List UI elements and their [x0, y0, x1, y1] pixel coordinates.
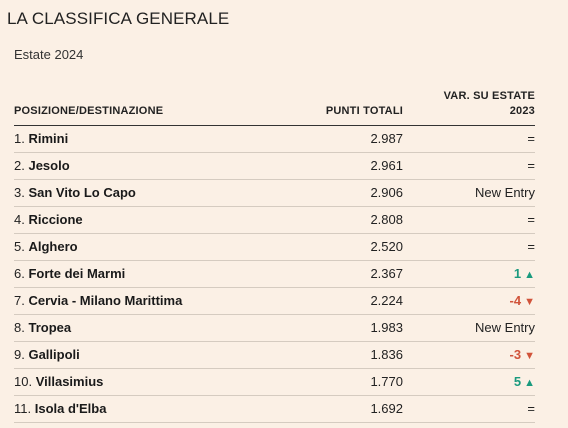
rank-number: 5.: [14, 239, 25, 254]
points-cell: 2.987: [370, 131, 403, 146]
table-row: 5. Alghero 2.520 =: [14, 234, 535, 261]
destination-name: Gallipoli: [28, 347, 80, 362]
column-header-variation-line1: VAR. SU ESTATE: [443, 90, 535, 102]
destination-name: Rimini: [28, 131, 69, 146]
triangle-up-icon: ▲: [524, 377, 535, 389]
column-header-points: PUNTI TOTALI: [325, 105, 403, 117]
destination-name: Cervia - Milano Marittima: [28, 293, 183, 308]
triangle-down-icon: ▼: [524, 350, 535, 362]
rank-number: 3.: [14, 185, 25, 200]
table-row: 7. Cervia - Milano Marittima 2.224 -4 ▼: [14, 288, 535, 315]
points-cell: 2.906: [370, 185, 403, 200]
variation-value: New Entry: [475, 320, 535, 335]
page-title: LA CLASSIFICA GENERALE: [7, 9, 230, 28]
variation-cell: 5 ▲: [514, 369, 535, 396]
table-row: 2. Jesolo 2.961 =: [14, 153, 535, 180]
variation-cell: =: [527, 126, 535, 152]
points-cell: 2.808: [370, 212, 403, 227]
points-cell: 1.692: [370, 401, 403, 416]
destination-name: San Vito Lo Capo: [28, 185, 136, 200]
variation-cell: =: [527, 234, 535, 260]
triangle-down-icon: ▼: [524, 296, 535, 308]
rank-number: 10.: [14, 374, 33, 389]
destination-name: Forte dei Marmi: [28, 266, 126, 281]
variation-cell: =: [527, 153, 535, 179]
variation-cell: =: [527, 207, 535, 233]
destination-cell: 5. Alghero: [14, 234, 78, 260]
variation-cell: -3 ▼: [510, 342, 535, 369]
variation-value: -3: [509, 347, 522, 362]
points-cell: 1.836: [370, 347, 403, 362]
destination-name: Villasimius: [35, 374, 104, 389]
table-row: 10. Villasimius 1.770 5 ▲: [14, 369, 535, 396]
variation-cell: -4 ▼: [510, 288, 535, 315]
rank-number: 4.: [14, 212, 25, 227]
destination-cell: 8. Tropea: [14, 315, 71, 341]
variation-value: =: [527, 239, 535, 254]
destination-name: Isola d'Elba: [34, 401, 107, 416]
destination-cell: 9. Gallipoli: [14, 342, 80, 368]
destination-cell: 3. San Vito Lo Capo: [14, 180, 136, 206]
rank-number: 6.: [14, 266, 25, 281]
variation-cell: New Entry: [475, 315, 535, 341]
variation-cell: =: [527, 396, 535, 422]
variation-value: -4: [509, 293, 522, 308]
variation-cell: New Entry: [475, 180, 535, 206]
column-header-position: POSIZIONE/DESTINAZIONE: [14, 105, 164, 117]
destination-cell: 7. Cervia - Milano Marittima: [14, 288, 182, 314]
destination-cell: 2. Jesolo: [14, 153, 70, 179]
variation-value: 5: [513, 374, 522, 389]
destination-name: Tropea: [28, 320, 72, 335]
points-cell: 2.367: [370, 266, 403, 281]
destination-name: Jesolo: [28, 158, 70, 173]
column-header-variation-line2: 2023: [509, 105, 535, 117]
triangle-up-icon: ▲: [524, 269, 535, 281]
destination-cell: 4. Riccione: [14, 207, 83, 233]
column-header-variation: VAR. SU ESTATE 2023: [415, 89, 535, 119]
rank-number: 11.: [14, 401, 32, 416]
table-row: 11. Isola d'Elba 1.692 =: [14, 396, 535, 423]
destination-cell: 11. Isola d'Elba: [14, 396, 106, 422]
destination-cell: 1. Rimini: [14, 126, 68, 152]
variation-value: New Entry: [475, 185, 535, 200]
variation-value: =: [527, 401, 535, 416]
table-header: POSIZIONE/DESTINAZIONE PUNTI TOTALI VAR.…: [14, 89, 535, 126]
points-cell: 2.520: [370, 239, 403, 254]
table-row: 6. Forte dei Marmi 2.367 1 ▲: [14, 261, 535, 288]
variation-cell: 1 ▲: [514, 261, 535, 288]
rank-number: 8.: [14, 320, 25, 335]
rank-number: 2.: [14, 158, 25, 173]
rank-number: 1.: [14, 131, 25, 146]
table-row: 8. Tropea 1.983 New Entry: [14, 315, 535, 342]
points-cell: 1.770: [370, 374, 403, 389]
points-cell: 2.961: [370, 158, 403, 173]
variation-value: 1: [513, 266, 522, 281]
page-subtitle: Estate 2024: [14, 47, 84, 62]
table-row: 3. San Vito Lo Capo 2.906 New Entry: [14, 180, 535, 207]
destination-cell: 6. Forte dei Marmi: [14, 261, 125, 287]
points-cell: 2.224: [370, 293, 403, 308]
rank-number: 9.: [14, 347, 25, 362]
variation-value: =: [527, 131, 535, 146]
variation-value: =: [527, 212, 535, 227]
destination-cell: 10. Villasimius: [14, 369, 103, 395]
table-body: 1. Rimini 2.987 = 2. Jesolo 2.961 = 3. San Vit…: [14, 126, 535, 423]
rank-number: 7.: [14, 293, 25, 308]
table-row: 4. Riccione 2.808 =: [14, 207, 535, 234]
variation-value: =: [527, 158, 535, 173]
destination-name: Alghero: [28, 239, 78, 254]
table-row: 9. Gallipoli 1.836 -3 ▼: [14, 342, 535, 369]
table-row: 1. Rimini 2.987 =: [14, 126, 535, 153]
ranking-table: POSIZIONE/DESTINAZIONE PUNTI TOTALI VAR.…: [14, 89, 535, 423]
destination-name: Riccione: [28, 212, 83, 227]
points-cell: 1.983: [370, 320, 403, 335]
